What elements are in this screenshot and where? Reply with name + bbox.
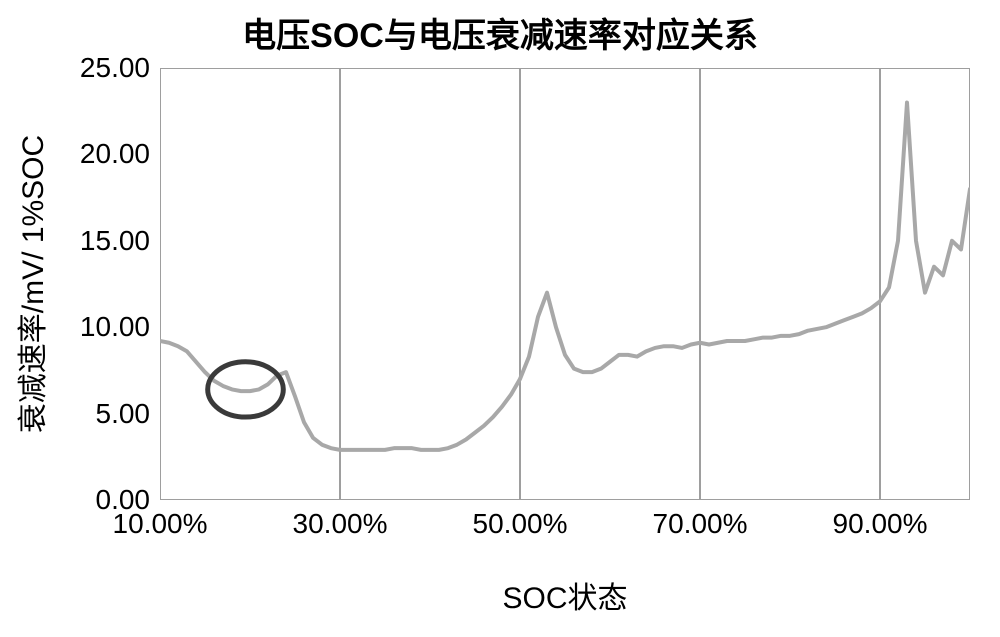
plot-area-svg bbox=[160, 68, 970, 500]
x-tick-label: 30.00% bbox=[293, 508, 388, 540]
x-tick-label: 70.00% bbox=[653, 508, 748, 540]
x-tick-label: 10.00% bbox=[113, 508, 208, 540]
y-tick-label: 20.00 bbox=[80, 138, 150, 170]
y-tick-label: 5.00 bbox=[96, 398, 151, 430]
y-tick-label: 25.00 bbox=[80, 52, 150, 84]
x-tick-label: 50.00% bbox=[473, 508, 568, 540]
y-axis-label: 衰减速率/mV/ 1%SOC bbox=[8, 135, 52, 433]
y-tick-label: 15.00 bbox=[80, 225, 150, 257]
x-tick-label: 90.00% bbox=[833, 508, 928, 540]
y-tick-label: 10.00 bbox=[80, 311, 150, 343]
x-axis-label: SOC状态 bbox=[160, 573, 970, 617]
chart-title: 电压SOC与电压衰减速率对应关系 bbox=[0, 8, 1000, 57]
chart-container: 电压SOC与电压衰减速率对应关系 衰减速率/mV/ 1%SOC SOC状态 0.… bbox=[0, 0, 1000, 637]
